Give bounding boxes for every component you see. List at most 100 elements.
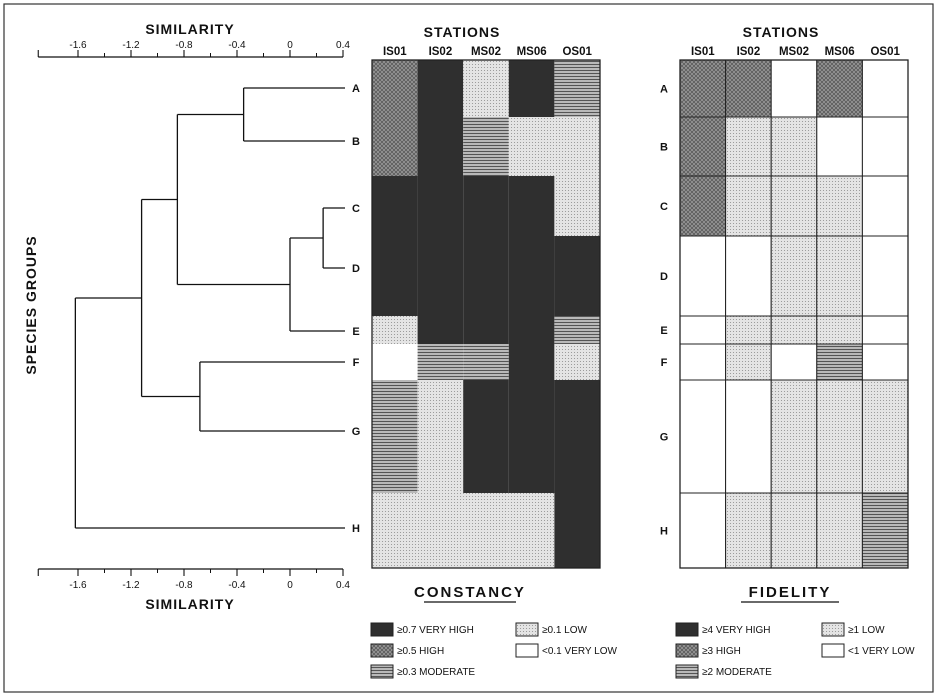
- fidelity-cell: [861, 235, 909, 317]
- constancy-cell: [554, 176, 600, 236]
- group-label: E: [660, 325, 667, 337]
- station-header: IS02: [737, 46, 761, 58]
- fidelity-cell: [816, 343, 863, 381]
- axis-tick-label: -0.4: [228, 40, 246, 51]
- axis-tick-label: -0.4: [228, 580, 246, 591]
- dendrogram-group-label: D: [352, 263, 360, 275]
- fidelity-cell: [679, 175, 727, 237]
- constancy-cell: [372, 117, 418, 176]
- constancy-cell: [463, 176, 509, 236]
- station-header: IS01: [383, 46, 407, 58]
- constancy-cell: [372, 316, 418, 344]
- legend-label: <0.1 VERY LOW: [542, 646, 618, 657]
- legend-label: ≥4 VERY HIGH: [702, 625, 770, 636]
- constancy-cell: [508, 316, 555, 344]
- constancy-cell: [554, 60, 600, 117]
- fidelity-cell: [861, 492, 909, 569]
- group-label: B: [660, 142, 668, 154]
- fidelity-cell: [679, 343, 727, 381]
- axis-tick-label: 0.4: [336, 40, 350, 51]
- similarity-axis-bottom: -1.6 -1.2 -0.8 -0.4 0 0.4: [37, 568, 350, 591]
- fidelity-cell: [725, 116, 772, 177]
- fidelity-cell: [725, 315, 772, 345]
- constancy-stations-title: STATIONS: [424, 24, 501, 40]
- fidelity-cell: [679, 492, 727, 569]
- axis-tick-label: -0.8: [175, 40, 193, 51]
- fidelity-cell: [816, 116, 863, 177]
- axis-tick-label: 0: [287, 580, 293, 591]
- legend-swatch: [675, 643, 699, 658]
- fidelity-cell: [679, 315, 727, 345]
- axis-tick-label: -1.2: [122, 580, 140, 591]
- constancy-cell: [508, 60, 555, 117]
- dendrogram-group-label: G: [352, 426, 361, 438]
- fidelity-cell: [770, 379, 818, 494]
- constancy-heading: CONSTANCY: [414, 584, 526, 601]
- station-header: IS02: [429, 46, 453, 58]
- legend-swatch: [370, 622, 394, 637]
- fidelity-grid-border: [679, 59, 909, 569]
- legend-label: ≥0.3 MODERATE: [397, 667, 475, 678]
- constancy-cell: [554, 117, 600, 176]
- station-header: OS01: [870, 46, 900, 58]
- fidelity-cell: [679, 379, 727, 494]
- constancy-cell: [372, 344, 418, 380]
- similarity-axis-title-bottom: SIMILARITY: [145, 596, 234, 612]
- constancy-cell: [372, 493, 418, 568]
- constancy-cell: [463, 344, 509, 380]
- constancy-cell: [508, 380, 555, 493]
- fidelity-cell: [816, 175, 863, 237]
- constancy-cell: [417, 316, 464, 344]
- legend-swatch: [675, 664, 699, 679]
- constancy-cell: [463, 316, 509, 344]
- group-label: F: [661, 357, 668, 369]
- legend-swatch: [515, 622, 539, 637]
- group-label: A: [660, 84, 668, 96]
- station-header: MS02: [471, 46, 501, 58]
- fidelity-cell: [725, 175, 772, 237]
- fidelity-cell: [725, 59, 772, 118]
- dendrogram-group-label: H: [352, 523, 360, 535]
- fidelity-cell: [770, 235, 818, 317]
- station-header: OS01: [562, 46, 592, 58]
- group-label: C: [660, 201, 668, 213]
- constancy-cell: [554, 380, 600, 493]
- fidelity-stations-title: STATIONS: [743, 24, 820, 40]
- fidelity-cell: [725, 379, 772, 494]
- legend-label: ≥2 MODERATE: [702, 667, 772, 678]
- fidelity-cell: [861, 379, 909, 494]
- figure-frame: [3, 3, 934, 693]
- fidelity-cell: [816, 235, 863, 317]
- constancy-cell: [463, 493, 509, 568]
- constancy-cell: [372, 176, 418, 236]
- dendrogram-group-label: B: [352, 136, 360, 148]
- constancy-cell: [417, 117, 464, 176]
- constancy-cell: [372, 236, 418, 316]
- fidelity-cell: [816, 379, 863, 494]
- constancy-cell: [417, 380, 464, 493]
- dendrogram-group-label: A: [352, 83, 360, 95]
- fidelity-cell: [725, 343, 772, 381]
- dendrogram-group-labels: A B C D E F G H: [352, 83, 361, 535]
- fidelity-legend: ≥4 VERY HIGH ≥1 LOW ≥3 HIGH <1 VERY LOW ≥2 M…: [675, 622, 915, 679]
- legend-swatch: [821, 622, 845, 637]
- fidelity-cell: [861, 343, 909, 381]
- legend-label: ≥0.5 HIGH: [397, 646, 444, 657]
- constancy-cell: [554, 236, 600, 316]
- fidelity-station-headers: IS01 IS02 MS02 MS06 OS01: [691, 46, 901, 58]
- station-header: MS06: [825, 46, 855, 58]
- legend-swatch: [675, 622, 699, 637]
- dendrogram-group-label: C: [352, 203, 360, 215]
- fidelity-cell: [770, 343, 818, 381]
- constancy-cell: [463, 236, 509, 316]
- fidelity-cell: [816, 315, 863, 345]
- constancy-cell: [417, 493, 464, 568]
- constancy-grid: [371, 59, 601, 569]
- fidelity-cell: [861, 59, 909, 118]
- constancy-legend: ≥0.7 VERY HIGH ≥0.1 LOW ≥0.5 HIGH <0.1 VERY…: [370, 622, 618, 679]
- constancy-cell: [508, 344, 555, 380]
- legend-label: ≥3 HIGH: [702, 646, 741, 657]
- legend-swatch: [515, 643, 539, 658]
- legend-label: ≥1 LOW: [848, 625, 885, 636]
